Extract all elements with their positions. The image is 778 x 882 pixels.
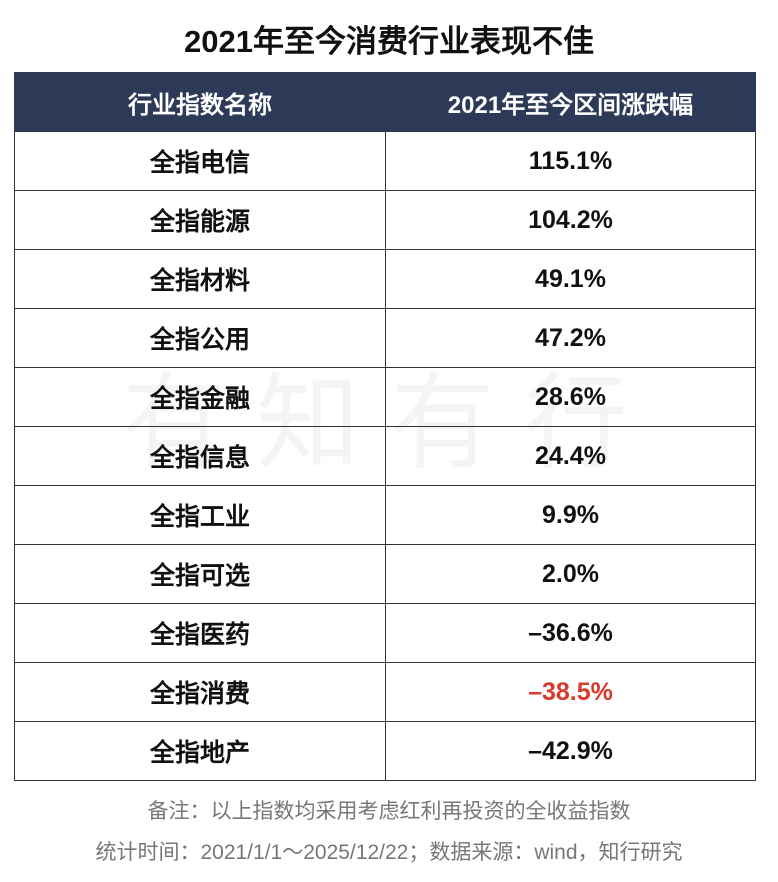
table-row: 全指消费 –38.5%	[14, 662, 756, 722]
data-table: 行业指数名称 2021年至今区间涨跌幅 全指电信 115.1% 全指能源 104.2%…	[14, 72, 756, 781]
table-row: 全指金融 28.6%	[14, 367, 756, 427]
table-row: 全指可选 2.0%	[14, 544, 756, 604]
title: 2021年至今消费行业表现不佳	[184, 24, 594, 59]
index-name: 全指电信	[14, 131, 386, 191]
index-name: 全指信息	[14, 426, 386, 486]
index-name: 全指可选	[14, 544, 386, 604]
index-return: 104.2%	[385, 190, 756, 250]
table-row: 全指工业 9.9%	[14, 485, 756, 545]
index-name: 全指能源	[14, 190, 386, 250]
column-header: 行业指数名称	[14, 72, 386, 132]
index-name: 全指工业	[14, 485, 386, 545]
table-row: 全指信息 24.4%	[14, 426, 756, 486]
index-name: 全指金融	[14, 367, 386, 427]
index-return: 2.0%	[385, 544, 756, 604]
index-return: 49.1%	[385, 249, 756, 309]
table-row: 全指材料 49.1%	[14, 249, 756, 309]
index-name: 全指医药	[14, 603, 386, 663]
index-return: 47.2%	[385, 308, 756, 368]
index-return: 28.6%	[385, 367, 756, 427]
index-return: 115.1%	[385, 131, 756, 191]
table-row: 全指地产 –42.9%	[14, 721, 756, 781]
source-note: 统计时间：2021/1/1～2025/12/22；数据来源：wind，知行研究	[95, 841, 683, 864]
index-name: 全指公用	[14, 308, 386, 368]
index-name: 全指消费	[14, 662, 386, 722]
table-row: 全指医药 –36.6%	[14, 603, 756, 663]
index-return: –36.6%	[385, 603, 756, 663]
index-return: 9.9%	[385, 485, 756, 545]
index-return: –42.9%	[385, 721, 756, 781]
index-return: –38.5%	[385, 662, 756, 722]
footnote: 备注：以上指数均采用考虑红利再投资的全收益指数	[147, 800, 631, 823]
column-header: 2021年至今区间涨跌幅	[385, 72, 756, 132]
table-header: 行业指数名称 2021年至今区间涨跌幅	[14, 72, 756, 132]
index-name: 全指地产	[14, 721, 386, 781]
index-name: 全指材料	[14, 249, 386, 309]
table-body: 全指电信 115.1% 全指能源 104.2% 全指材料 49.1% 全指公用 47.2% 全指…	[14, 131, 756, 781]
header-row: 行业指数名称 2021年至今区间涨跌幅	[14, 72, 756, 132]
table-row: 全指电信 115.1%	[14, 131, 756, 191]
index-return: 24.4%	[385, 426, 756, 486]
table-row: 全指公用 47.2%	[14, 308, 756, 368]
table-row: 全指能源 104.2%	[14, 190, 756, 250]
